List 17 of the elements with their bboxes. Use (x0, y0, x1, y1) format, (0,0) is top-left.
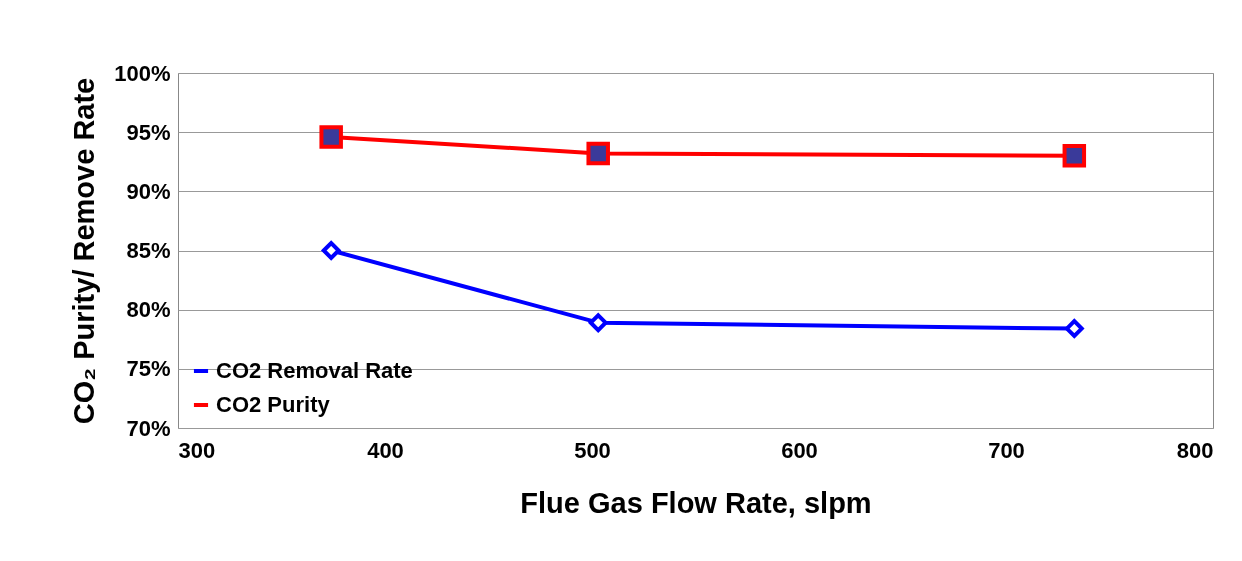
x-tick-label: 700 (988, 437, 1025, 463)
y-tick-label: 95% (126, 119, 171, 145)
y-tick-label: 80% (126, 297, 171, 323)
x-tick-label: 400 (367, 437, 404, 463)
y-tick-label: 90% (126, 178, 171, 204)
x-tick-label: 500 (574, 437, 611, 463)
x-axis-title: Flue Gas Flow Rate, slpm (520, 486, 872, 519)
x-tick-label: 300 (178, 437, 216, 463)
x-tick-label: 800 (1176, 437, 1214, 463)
legend-label: CO2 Purity (216, 392, 331, 417)
y-tick-label: 85% (126, 238, 171, 263)
y-tick-label: 75% (126, 356, 171, 382)
y-axis-title: CO₂ Purity/ Remove Rate (68, 77, 101, 425)
y-tick-label: 100% (114, 60, 171, 86)
legend-label: CO2 Removal Rate (216, 358, 413, 383)
x-tick-label: 600 (781, 437, 818, 463)
y-tick-label: 70% (126, 415, 171, 441)
